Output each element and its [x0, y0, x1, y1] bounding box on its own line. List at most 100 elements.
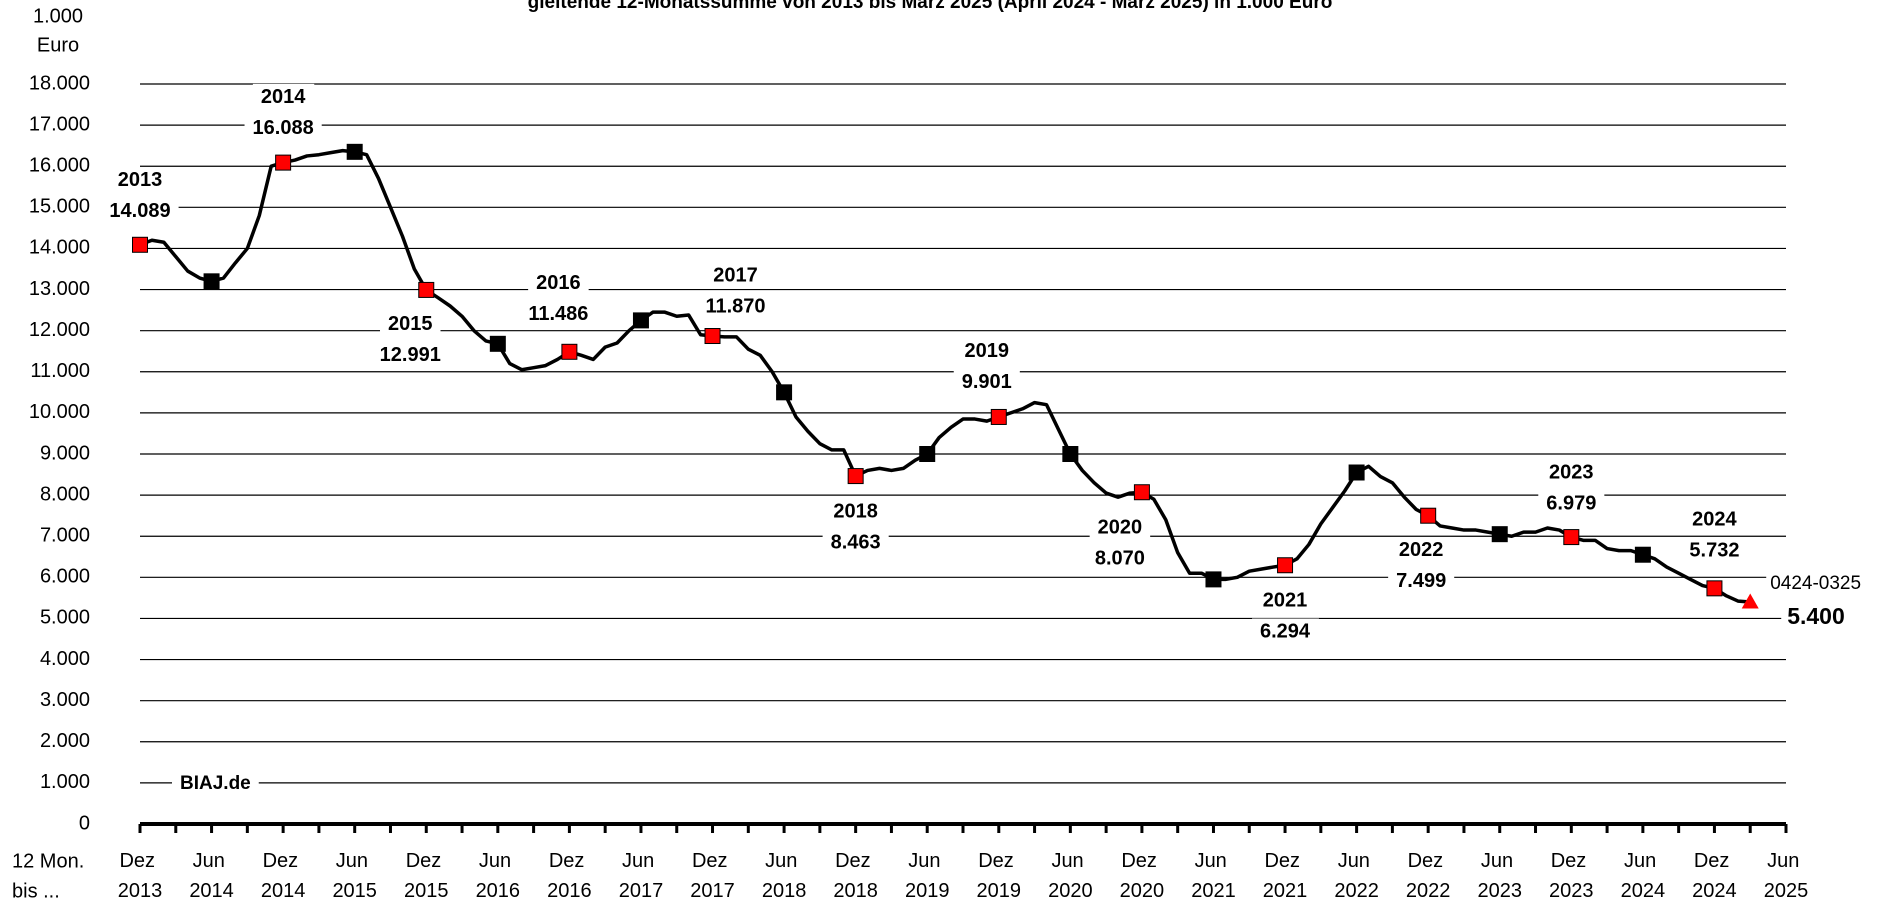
x-tick-label: Dez 2021	[1263, 850, 1308, 902]
x-tick-label: Dez 2019	[977, 850, 1022, 902]
y-tick-label: 5.000	[40, 607, 90, 629]
x-tick-label: Jun 2017	[619, 850, 664, 902]
label-background	[825, 498, 886, 525]
label-background	[1766, 571, 1866, 597]
marker	[275, 154, 292, 171]
data-label: 11.870	[705, 295, 765, 317]
marker	[418, 281, 435, 298]
x-axis-label: bis ...	[12, 880, 60, 902]
y-tick-label: 2.000	[40, 730, 90, 752]
y-tick-label: 14.000	[29, 237, 90, 259]
y-tick-label: 9.000	[40, 442, 90, 464]
marker	[704, 328, 721, 345]
point-label: 2021	[1263, 590, 1308, 612]
x-tick-label: Jun 2018	[762, 850, 807, 902]
data-label: 7.499	[1396, 570, 1446, 592]
label-background	[520, 301, 597, 328]
marker	[1491, 526, 1508, 543]
label-background	[380, 311, 441, 338]
x-tick-label: Dez 2016	[547, 850, 592, 902]
x-tick-label: Dez 2018	[833, 850, 878, 902]
x-tick-label: Dez 2017	[690, 850, 735, 902]
marker	[847, 468, 864, 485]
x-axis-label: 12 Mon.	[12, 850, 84, 872]
marker	[632, 312, 649, 329]
data-label: 6.979	[1546, 492, 1596, 514]
marker	[1348, 464, 1365, 481]
data-label: 9.901	[962, 371, 1012, 393]
data-line	[139, 148, 1751, 604]
marker	[1741, 593, 1759, 609]
x-tick-label: Jun 2015	[332, 850, 377, 902]
marker	[489, 335, 506, 352]
x-tick-label: Jun 2022	[1334, 850, 1379, 902]
x-tick-label: Dez 2013	[118, 850, 163, 902]
label-background	[1781, 601, 1851, 632]
marker	[776, 384, 793, 401]
y-tick-label: 8.000	[40, 483, 90, 505]
y-tick-label: 0	[79, 812, 90, 834]
data-label: 5.400	[1787, 603, 1845, 629]
label-background	[953, 369, 1020, 396]
label-background	[1684, 506, 1746, 533]
y-tick-label: 16.000	[29, 155, 90, 177]
data-label: 8.463	[831, 531, 881, 553]
label-background	[956, 338, 1018, 365]
point-label: 2022	[1399, 539, 1444, 561]
label-background	[1252, 618, 1319, 645]
label-background	[1086, 545, 1153, 572]
marker	[919, 446, 936, 462]
point-label: 2020	[1098, 517, 1143, 539]
grid-layer	[138, 83, 1788, 833]
line-layer	[132, 143, 1759, 609]
marker	[1563, 529, 1580, 546]
y-tick-label: 12.000	[29, 319, 90, 341]
data-label: 11.486	[528, 303, 588, 325]
point-label: 2018	[833, 500, 878, 522]
x-tick-label: Dez 2024	[1692, 850, 1737, 902]
label-background	[101, 198, 179, 225]
marker	[990, 408, 1007, 425]
data-label: 5.732	[1689, 540, 1739, 562]
label-background	[1681, 537, 1748, 564]
y-tick-label: 18.000	[29, 72, 90, 94]
x-tick-label: Jun 2024	[1621, 850, 1666, 902]
y-tick-label: 15.000	[29, 196, 90, 218]
marker	[132, 236, 148, 253]
y-tick-label: 4.000	[40, 648, 90, 670]
y-tick-label: 17.000	[29, 113, 90, 135]
marker	[346, 143, 363, 160]
data-label: 16.088	[253, 117, 314, 139]
point-label: 2017	[713, 264, 758, 286]
marker	[1420, 507, 1437, 524]
y-tick-label: 11.000	[30, 360, 90, 382]
y-tick-label: 1.000	[40, 771, 90, 793]
point-label: 2019	[965, 340, 1010, 362]
x-tick-label: Dez 2015	[404, 850, 449, 902]
label-layer: BIAJ.de 2013 14.089 2014 16.088 2015 12.991 201…	[101, 83, 1866, 797]
chart-title: gleitende 12-Monatssumme von 2013 bis Mä…	[528, 0, 1333, 13]
label-background	[1254, 587, 1316, 614]
data-label: 6.294	[1260, 621, 1311, 643]
marker	[1706, 580, 1723, 597]
y-tick-label: 13.000	[29, 278, 90, 300]
marker	[203, 273, 220, 290]
label-background	[1538, 490, 1605, 517]
x-tick-label: Dez 2020	[1120, 850, 1165, 902]
y-tick-label: 10.000	[29, 401, 90, 423]
x-tick-label: Jun 2020	[1048, 850, 1093, 902]
y-axis-label: 1.000	[33, 5, 83, 27]
x-tick-label: Jun 2025	[1764, 850, 1809, 902]
y-tick-label: 7.000	[40, 525, 90, 547]
label-background	[705, 262, 766, 289]
label-background	[1388, 567, 1455, 594]
y-tick-label: 6.000	[40, 566, 90, 588]
label-background	[244, 114, 322, 141]
x-tick-label: Jun 2016	[476, 850, 521, 902]
point-label: 2016	[536, 272, 581, 294]
point-label: 0424-0325	[1770, 573, 1861, 594]
label-background	[1390, 536, 1452, 563]
label-background	[528, 270, 589, 297]
